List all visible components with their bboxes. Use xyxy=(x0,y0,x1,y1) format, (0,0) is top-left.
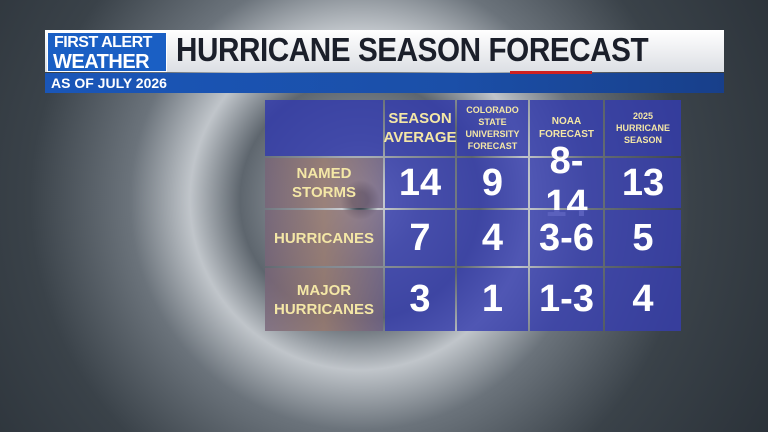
accent-line xyxy=(510,71,592,74)
value-cell: 5 xyxy=(605,210,681,266)
value-cell: 4 xyxy=(457,210,528,266)
value-cell: 14 xyxy=(385,158,455,208)
column-header: NOAA FORECAST xyxy=(530,100,603,156)
subtitle: AS OF JULY 2026 xyxy=(51,75,167,91)
row-label: NAMED STORMS xyxy=(265,158,383,208)
value-cell: 1 xyxy=(457,268,528,331)
value-cell: 13 xyxy=(605,158,681,208)
forecast-table: SEASON AVERAGE COLORADO STATE UNIVERSITY … xyxy=(265,100,683,333)
row-label: HURRICANES xyxy=(265,210,383,266)
value-cell: 3-6 xyxy=(530,210,603,266)
subtitle-bar: AS OF JULY 2026 xyxy=(45,73,724,93)
logo-text: FIRST ALERT xyxy=(54,34,152,51)
row-label: MAJOR HURRICANES xyxy=(265,268,383,331)
logo-text: WEATHER xyxy=(53,51,150,73)
corner-cell xyxy=(265,100,383,156)
value-cell: 3 xyxy=(385,268,455,331)
column-header: COLORADO STATE UNIVERSITY FORECAST xyxy=(457,100,528,156)
value-cell: 7 xyxy=(385,210,455,266)
value-cell: 1-3 xyxy=(530,268,603,331)
value-cell: 9 xyxy=(457,158,528,208)
column-header: 2025 HURRICANE SEASON xyxy=(605,100,681,156)
value-cell: 8-14 xyxy=(530,140,603,225)
title: HURRICANE SEASON FORECAST xyxy=(176,31,649,68)
logo: FIRST ALERT WEATHER xyxy=(47,32,167,73)
column-header: SEASON AVERAGE xyxy=(383,100,457,156)
value-cell: 4 xyxy=(605,268,681,331)
